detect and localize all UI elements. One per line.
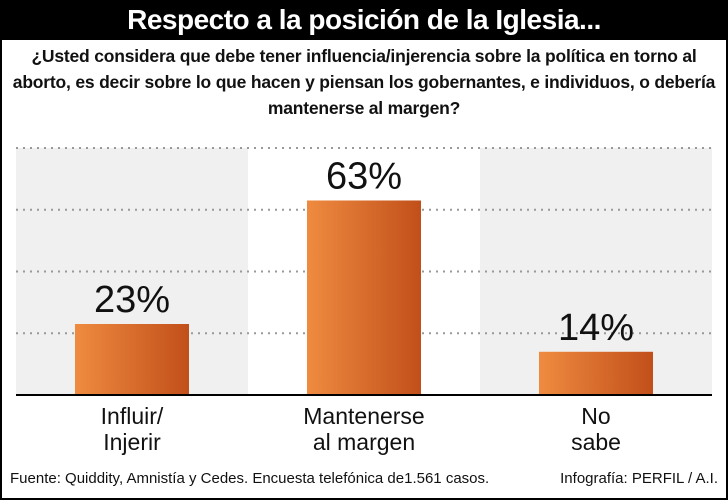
category-label: sabe <box>571 429 621 455</box>
bar <box>539 351 653 395</box>
bar-value-label: 63% <box>326 155 402 197</box>
bar-value-label: 14% <box>558 307 634 349</box>
bar-value-label: 23% <box>94 279 170 321</box>
bar <box>307 200 421 395</box>
bar <box>75 323 189 395</box>
category-label: No <box>581 403 610 429</box>
chart-title: Respecto a la posición de la Iglesia... <box>0 0 728 40</box>
category-label: al margen <box>313 429 415 455</box>
footer: Fuente: Quiddity, Amnistía y Cedes. Encu… <box>10 470 718 487</box>
survey-question: ¿Usted considera que debe tener influenc… <box>12 46 716 118</box>
category-label: Mantenerse <box>303 403 424 429</box>
category-label: Injerir <box>103 429 161 455</box>
source-note: Fuente: Quiddity, Amnistía y Cedes. Encu… <box>10 470 490 487</box>
category-label: Influir/ <box>101 403 164 429</box>
credit-note: Infografía: PERFIL / A.I. <box>560 470 718 487</box>
